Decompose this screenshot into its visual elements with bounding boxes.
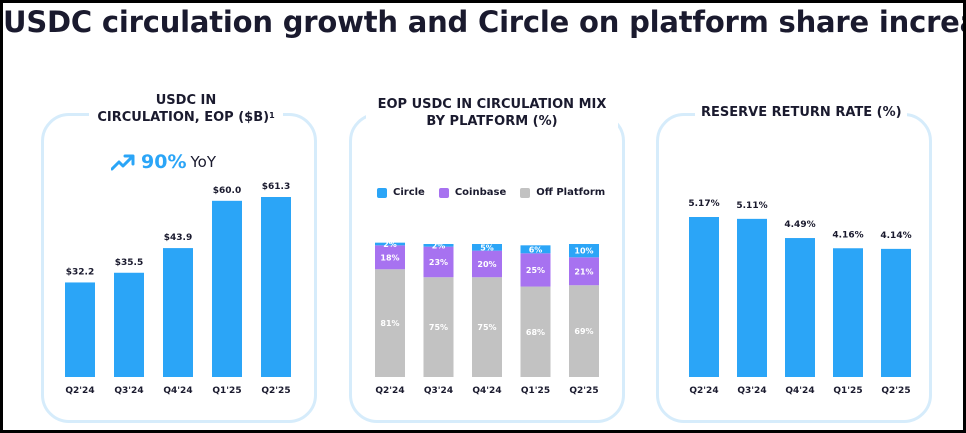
yoy-growth-callout: 90% YoY: [111, 151, 216, 173]
mix-segment-circle: [375, 242, 405, 246]
mix-category-label: Q2'24: [375, 386, 404, 396]
mix-segment-label-off-platform: 81%: [380, 319, 399, 328]
reserve-category-label: Q2'24: [689, 386, 718, 396]
circulation-bar: [163, 248, 193, 377]
mix-segment-circle: [472, 244, 502, 251]
mix-segment-coinbase: [375, 245, 405, 270]
mix-segment-circle: [520, 245, 551, 254]
mix-segment-coinbase: [423, 246, 454, 278]
mix-category-label: Q4'24: [472, 386, 501, 396]
reserve-category-label: Q1'25: [833, 386, 862, 396]
reserve-value-label: 5.17%: [688, 199, 719, 209]
reserve-category-label: Q3'24: [737, 386, 766, 396]
mix-segment-label-circle: 6%: [529, 245, 543, 254]
mix-segment-off-platform: [375, 269, 405, 377]
circulation-title-line2: CIRCULATION, EOP ($B): [97, 110, 270, 125]
circulation-bar: [65, 282, 95, 377]
mix-segment-label-coinbase: 18%: [380, 253, 399, 262]
circulation-bar: [261, 197, 291, 377]
mix-segment-coinbase: [569, 257, 599, 286]
mix-title-line1: EOP USDC IN CIRCULATION MIX: [377, 97, 607, 112]
yoy-growth-label: YoY: [190, 153, 216, 171]
mix-category-label: Q2'25: [569, 386, 598, 396]
circulation-category-label: Q3'24: [114, 386, 143, 396]
mix-segment-coinbase: [472, 250, 502, 278]
mix-category-label: Q1'25: [521, 386, 550, 396]
mix-segment-label-coinbase: 25%: [526, 266, 545, 275]
circulation-value-label: $60.0: [213, 186, 241, 196]
reserve-bar: [833, 248, 863, 377]
mix-segment-label-coinbase: 20%: [477, 260, 496, 269]
mix-segment-label-coinbase: 23%: [429, 258, 448, 267]
mix-segment-label-coinbase: 21%: [574, 267, 593, 276]
legend-label-circle: Circle: [393, 187, 425, 198]
mix-segment-label-off-platform: 69%: [574, 327, 593, 336]
mix-category-label: Q3'24: [424, 386, 453, 396]
mix-segment-label-off-platform: 75%: [477, 323, 496, 332]
legend-swatch-coinbase: [438, 187, 449, 198]
circulation-category-label: Q2'25: [261, 386, 290, 396]
mix-segment-label-circle: 10%: [574, 247, 593, 256]
circulation-category-label: Q2'24: [65, 386, 94, 396]
mix-segment-label-circle: 5%: [480, 243, 494, 252]
circulation-panel-title: USDC IN CIRCULATION, EOP ($B)1: [89, 92, 283, 126]
reserve-bar: [881, 248, 911, 377]
circulation-value-label: $61.3: [262, 182, 290, 192]
mix-segment-label-off-platform: 68%: [526, 328, 545, 337]
circulation-category-label: Q1'25: [212, 386, 241, 396]
legend-label-coinbase: Coinbase: [454, 187, 507, 198]
circulation-value-label: $43.9: [164, 233, 192, 243]
slide-headline: USDC circulation growth and Circle on pl…: [3, 5, 963, 39]
circulation-bar: [212, 200, 242, 377]
yoy-growth-value: 90%: [141, 151, 187, 173]
mix-title-line2: BY PLATFORM (%): [426, 114, 558, 129]
mix-segment-circle: [423, 244, 454, 247]
mix-panel-title: EOP USDC IN CIRCULATION MIX BY PLATFORM …: [366, 96, 618, 130]
reserve-bar: [737, 218, 767, 377]
mix-segment-circle: [569, 244, 599, 258]
reserve-bar: [785, 238, 815, 377]
trend-up-arrow-icon: [111, 154, 135, 171]
reserve-value-label: 4.14%: [880, 231, 911, 241]
circulation-category-label: Q4'24: [163, 386, 192, 396]
reserve-value-label: 4.49%: [784, 220, 815, 230]
mix-segment-off-platform: [423, 277, 454, 377]
charts-layer: $32.2 Q2'24 $35.5 Q3'24 $43.9 Q4'24 $60.0 Q1'25…: [65, 182, 912, 396]
mix-segment-coinbase: [520, 253, 551, 287]
mix-segment-label-off-platform: 75%: [429, 323, 448, 332]
legend-swatch-off-platform: [520, 187, 531, 198]
reserve-category-label: Q2'25: [881, 386, 910, 396]
footnote-marker: 1: [269, 111, 275, 120]
reserve-value-label: 4.16%: [832, 230, 863, 240]
circulation-value-label: $32.2: [66, 267, 94, 277]
mix-legend: Circle Coinbase Off Platform: [377, 187, 619, 198]
mix-segment-off-platform: [569, 285, 599, 377]
reserve-bar: [689, 217, 719, 377]
reserve-panel-title: RESERVE RETURN RATE (%): [695, 104, 907, 121]
mix-segment-off-platform: [520, 286, 551, 377]
circulation-title-line1: USDC IN: [155, 93, 217, 108]
circulation-value-label: $35.5: [115, 258, 143, 268]
mix-segment-off-platform: [472, 277, 502, 377]
slide: USDC circulation growth and Circle on pl…: [3, 3, 963, 430]
legend-label-off-platform: Off Platform: [536, 187, 606, 198]
mix-segment-label-circle: 2%: [432, 241, 446, 250]
circulation-bar: [114, 272, 144, 377]
reserve-category-label: Q4'24: [785, 386, 814, 396]
reserve-value-label: 5.11%: [736, 201, 767, 211]
legend-swatch-circle: [377, 187, 387, 198]
mix-segment-label-circle: 2%: [383, 240, 397, 249]
